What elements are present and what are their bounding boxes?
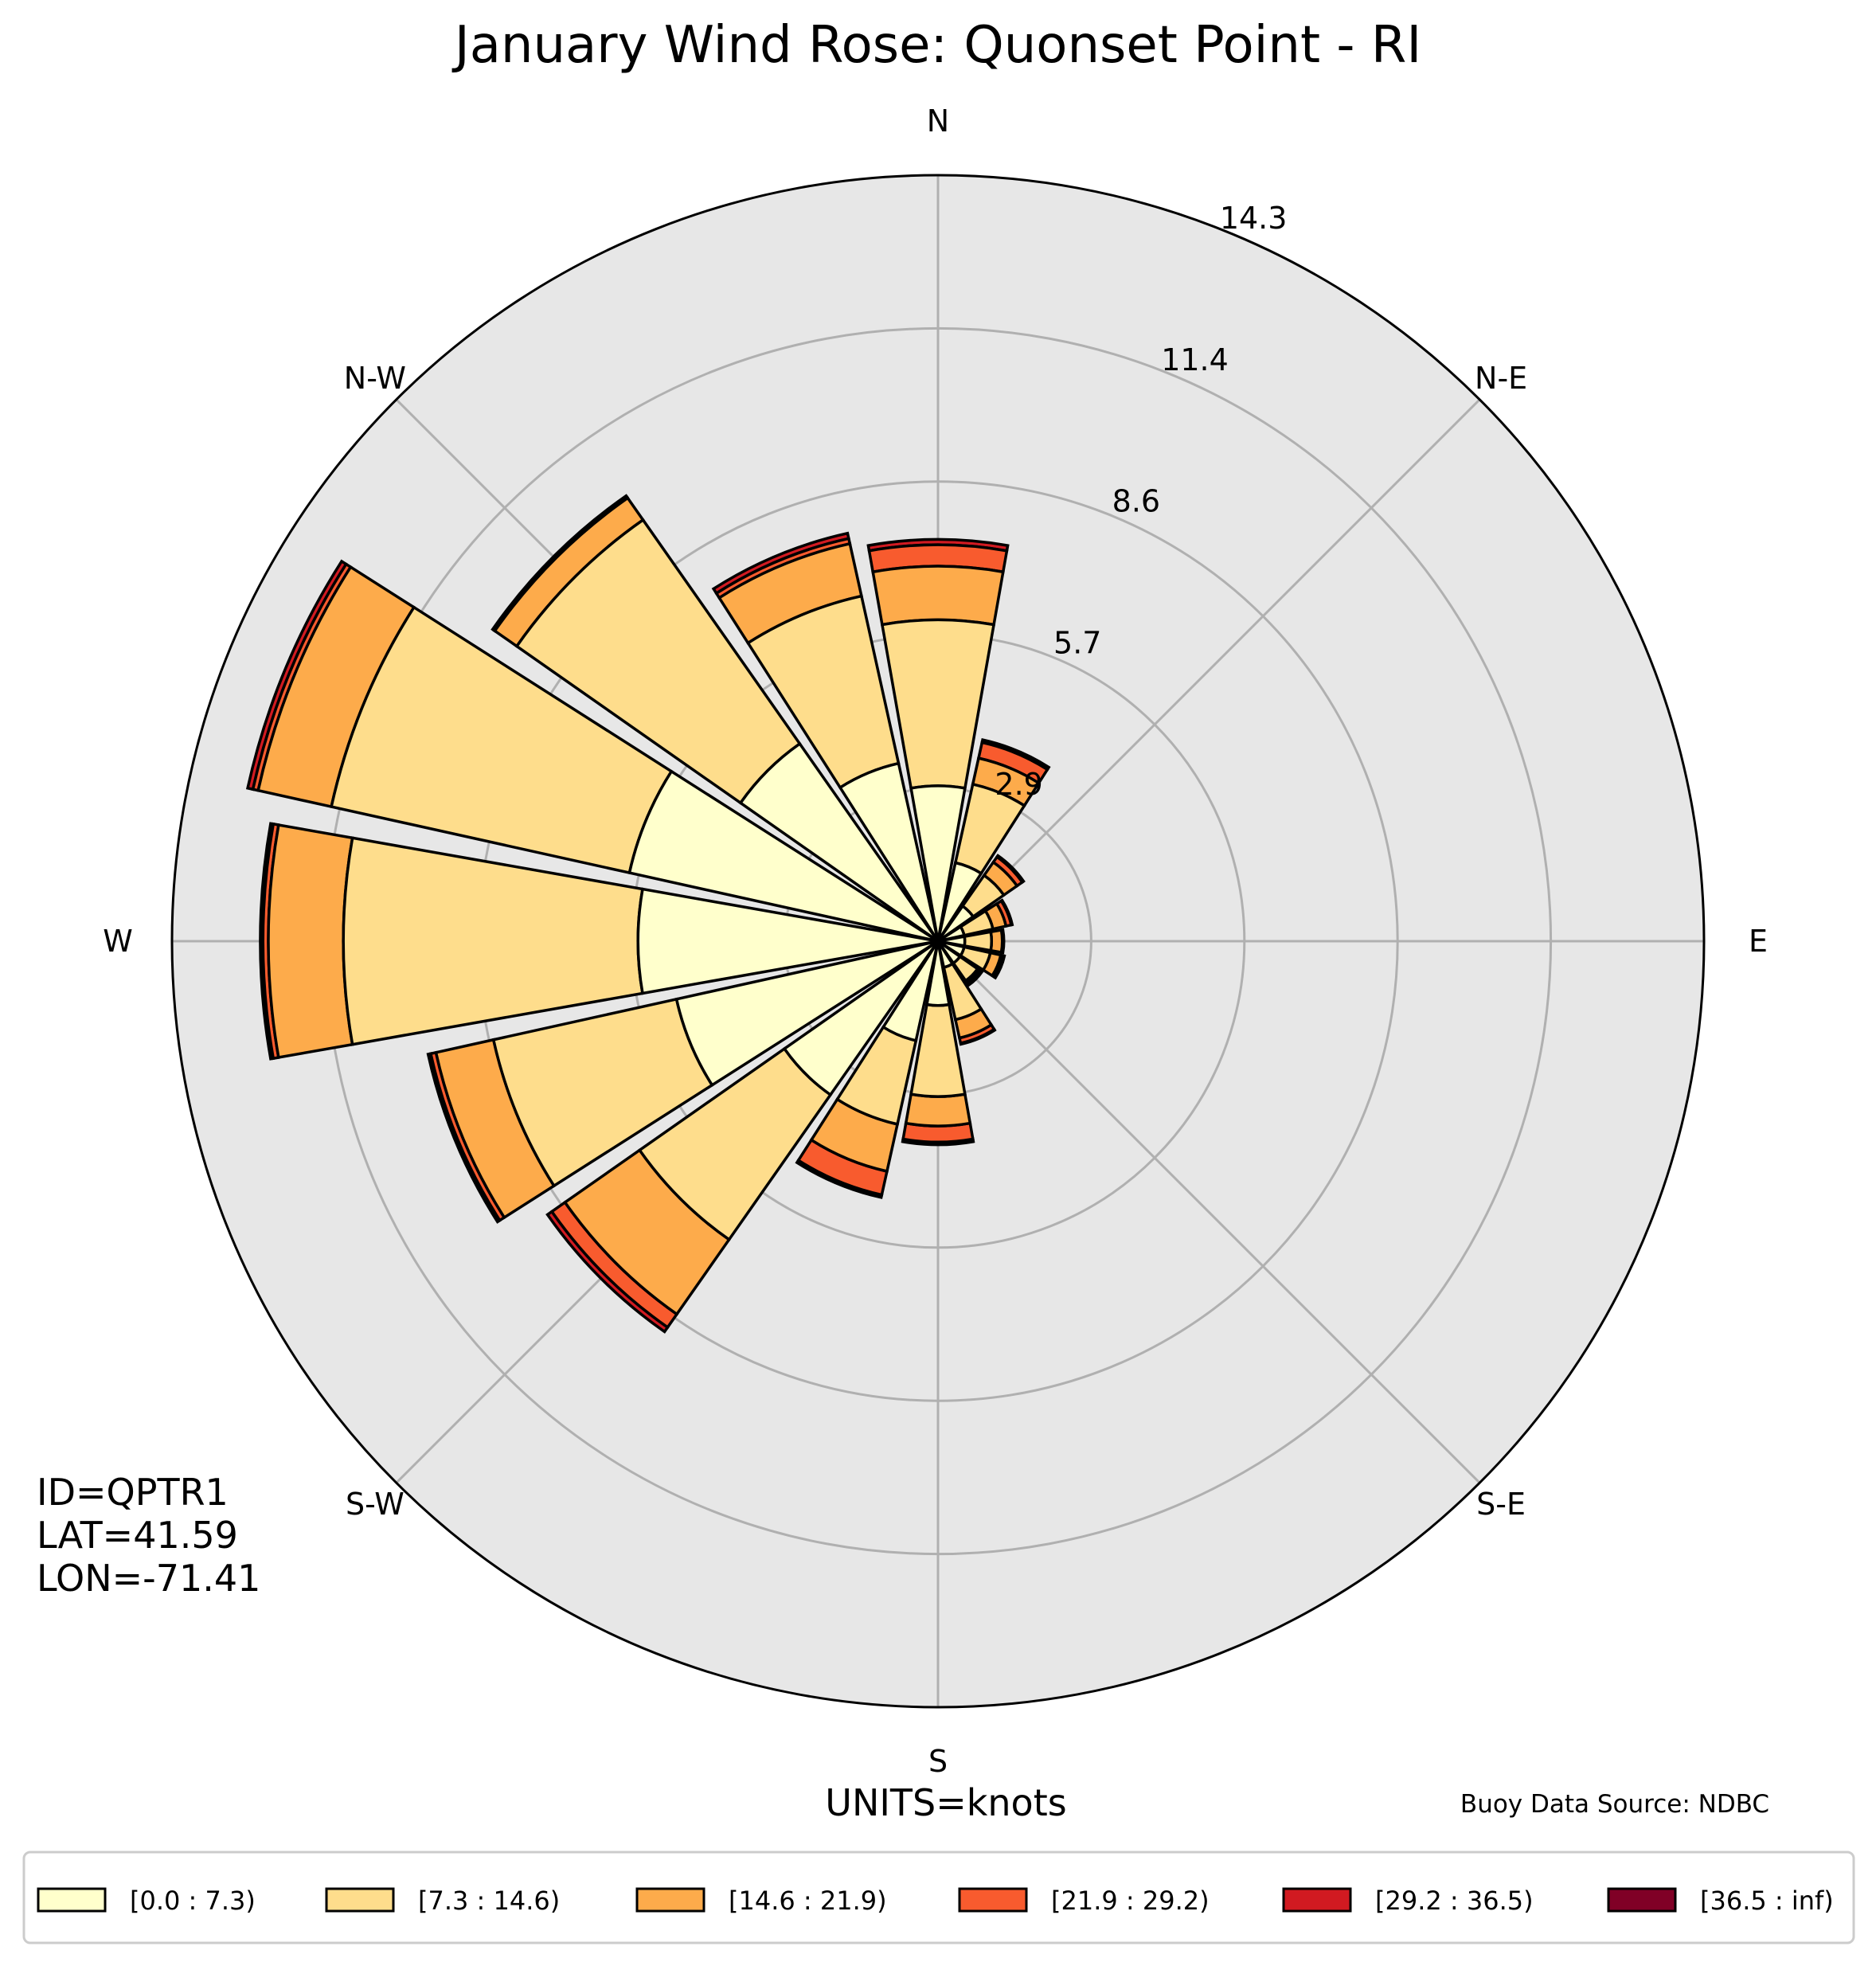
radial-tick-labels: 2.9 5.7 8.6 11.4 14.3 [995,201,1287,802]
chart-title: January Wind Rose: Quonset Point - RI [451,16,1421,75]
station-lon: LON=-71.41 [37,1557,260,1600]
legend-swatch [958,1887,1028,1913]
sector-bar-segment [871,565,1005,627]
direction-label: N-W [344,361,406,396]
legend-swatch [635,1887,705,1913]
legend-swatch [1607,1887,1677,1913]
legend-swatch [1282,1887,1352,1913]
radial-tick-label: 2.9 [995,767,1042,802]
sector-bar-segment [936,861,983,942]
legend-label: [0.0 : 7.3) [130,1886,256,1916]
sector-bar-segment [636,887,939,995]
direction-label: N [927,104,949,139]
station-id: ID=QPTR1 [37,1471,229,1514]
sector-bar-segment [909,784,967,942]
legend-swatch [325,1887,395,1913]
legend-label: [29.2 : 36.5) [1375,1886,1534,1916]
direction-label: N-E [1475,361,1527,396]
legend-frame [22,1851,1855,1944]
polar-axes: 2.9 5.7 8.6 11.4 14.3 N N-E E S-E S S-W W N-W [103,104,1768,1779]
direction-label: S-W [346,1487,405,1522]
direction-label: E [1749,924,1768,959]
direction-labels: N N-E E S-E S S-W W N-W [103,104,1768,1779]
direction-spoke [936,398,1481,943]
sector-bars [245,494,1051,1334]
direction-label: W [103,924,133,959]
station-info: ID=QPTR1 LAT=41.59 LON=-71.41 [37,1471,260,1600]
units-label: UNITS=knots [825,1781,1066,1824]
legend: [0.0 : 7.3) [7.3 : 14.6) [14.6 : 21.9) [21.… [22,1851,1855,1944]
sector-bar-segment [881,940,940,1042]
legend-label: [7.3 : 14.6) [418,1886,560,1916]
sector-bar-segment [674,940,939,1088]
direction-label: S-E [1476,1487,1526,1522]
radial-tick-label: 5.7 [1053,625,1101,660]
direction-label: S [928,1744,948,1779]
radial-tick-label: 14.3 [1220,201,1288,236]
direction-spoke [936,940,1481,1484]
legend-label: [14.6 : 21.9) [729,1886,887,1916]
sector-bar-segment [627,769,939,943]
legend-label: [36.5 : inf) [1700,1886,1834,1916]
radial-tick-label: 11.4 [1161,342,1229,377]
sector-bar-segment [838,761,940,942]
legend-label: [21.9 : 29.2) [1051,1886,1210,1916]
sector-bar-segment [267,823,354,1060]
sector-bar-segment [738,741,940,943]
sector-bar-segment [904,1092,972,1128]
source-label: Buoy Data Source: NDBC [1460,1790,1769,1819]
legend-swatch [37,1887,107,1913]
station-lat: LAT=41.59 [37,1514,238,1557]
radial-tick-label: 8.6 [1112,484,1160,519]
polar-frame [170,174,1706,1709]
sector-bar-segment [782,940,940,1097]
